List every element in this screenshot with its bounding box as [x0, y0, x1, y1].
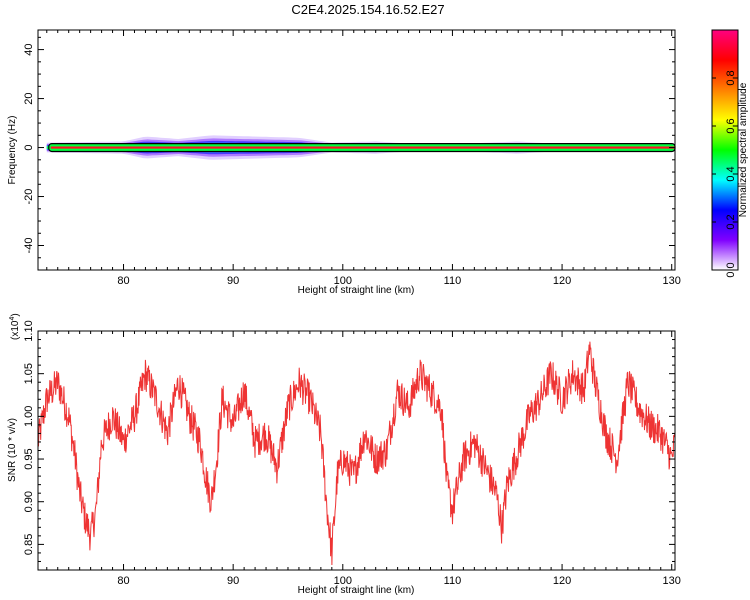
spectrogram-x-tick-label: 120 [553, 275, 571, 287]
snr-x-tick-label: 110 [444, 575, 462, 587]
spectrogram-y-tick-label: 20 [23, 92, 35, 104]
snr-frame [37, 330, 676, 571]
snr-series-line [37, 341, 676, 566]
spectrogram-frame [37, 29, 676, 271]
snr-x-axis-label: Height of straight line (km) [298, 585, 415, 596]
snr-x-tick-label: 130 [663, 575, 681, 587]
colorbar-tick-label: 0.2 [725, 214, 737, 229]
snr-x-tick-label: 90 [227, 575, 239, 587]
spectrogram-panel: 80 90 100 110 120 130 -40 -20 0 20 40 Height of s… [7, 29, 681, 296]
snr-y-tick-label: 0.95 [23, 448, 35, 469]
colorbar-tick-label: 0.8 [725, 70, 737, 85]
spectrogram-x-tick-label: 80 [117, 275, 129, 287]
spectrogram-y-axis-label: Frequency (Hz) [7, 116, 18, 185]
snr-x-tick-label: 120 [553, 575, 571, 587]
colorbar-gradient [711, 29, 739, 271]
snr-exponent-suffix: ) [10, 313, 21, 316]
snr-y-tick-label: 1.05 [23, 363, 35, 384]
spectrogram-x-tick-label: 130 [663, 275, 681, 287]
snr-panel: 80 90 100 110 120 130 0.85 0.90 0.95 1.00 1.05 1.1… [7, 313, 681, 596]
snr-y-ticks: 0.85 0.90 0.95 1.00 1.05 1.10 [23, 320, 675, 571]
snr-y-tick-label: 1.00 [23, 406, 35, 427]
snr-x-ticks: 80 90 100 110 120 130 [46, 331, 681, 587]
snr-y-axis-label: SNR (10 * v/v) [7, 418, 18, 482]
snr-exponent-power: 4 [9, 317, 16, 321]
colorbar: 0.0 0.2 0.4 0.6 0.8 Normalized spectral ampl… [711, 29, 749, 278]
snr-y-tick-label: 0.90 [23, 491, 35, 512]
spectrogram-y-tick-label: -40 [23, 238, 35, 254]
snr-x-tick-label: 80 [117, 575, 129, 587]
colorbar-tick-label: 0.0 [725, 262, 737, 277]
spectrogram-y-tick-label: 0 [23, 144, 35, 150]
colorbar-tick-label: 0.6 [725, 118, 737, 133]
colorbar-label: Normalized spectral amplitude [738, 82, 749, 217]
spectrogram-y-tick-label: -20 [23, 189, 35, 205]
colorbar-tick-label: 0.4 [725, 166, 737, 181]
spectrogram-x-ticks: 80 90 100 110 120 130 [46, 30, 681, 287]
spectrogram-x-tick-label: 110 [444, 275, 462, 287]
spectral-band [46, 135, 676, 160]
chart-title: C2E4.2025.154.16.52.E27 [291, 2, 444, 17]
snr-exponent-label: (x104) [9, 313, 21, 340]
spectrogram-y-ticks: -40 -20 0 20 40 [23, 36, 675, 271]
colorbar-ticks: 0.0 0.2 0.4 0.6 0.8 [712, 70, 738, 278]
spectrogram-x-tick-label: 90 [227, 275, 239, 287]
snr-y-tick-label: 1.10 [23, 320, 35, 341]
snr-x-tick-label: 100 [334, 575, 352, 587]
spectrogram-x-axis-label: Height of straight line (km) [298, 285, 415, 296]
spectrogram-x-tick-label: 100 [334, 275, 352, 287]
snr-exponent-prefix: (x10 [10, 320, 21, 340]
spectrogram-y-tick-label: 40 [23, 43, 35, 55]
snr-y-tick-label: 0.85 [23, 534, 35, 555]
